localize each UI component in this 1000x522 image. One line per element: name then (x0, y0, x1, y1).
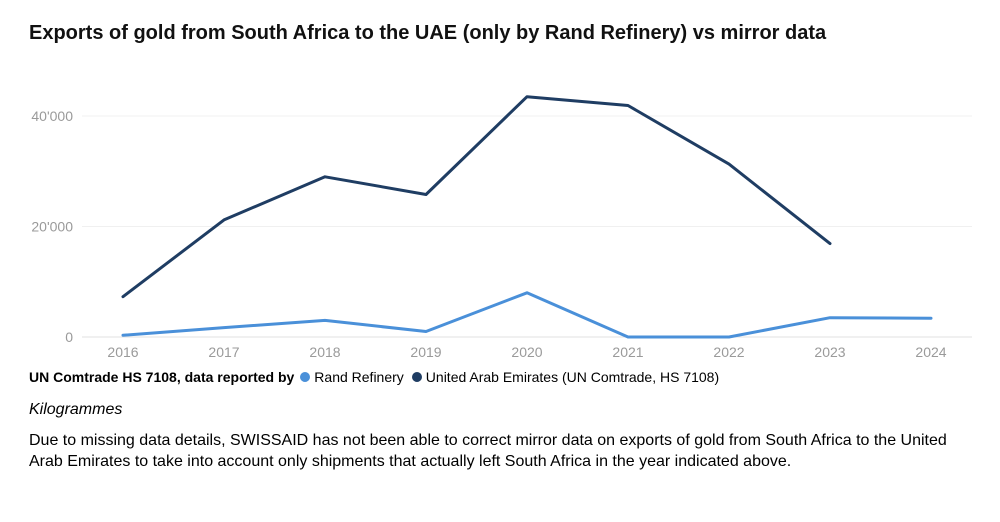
x-tick-label: 2020 (511, 344, 542, 360)
x-tick-label: 2024 (915, 344, 946, 360)
legend-item-uae[interactable]: United Arab Emirates (UN Comtrade, HS 71… (411, 369, 720, 385)
series-line-rand-refinery[interactable] (121, 291, 933, 339)
footnote: Due to missing data details, SWISSAID ha… (29, 432, 947, 470)
series-lines (121, 95, 933, 339)
y-tick-label: 40'000 (31, 108, 73, 124)
y-tick-label: 20'000 (31, 219, 73, 235)
x-tick-label: 2019 (410, 344, 441, 360)
series-line-uae[interactable] (121, 95, 832, 299)
x-axis-ticks: 2016 2017 2018 2019 2020 2021 2022 2023 2024 (107, 344, 946, 360)
x-tick-label: 2018 (309, 344, 340, 360)
x-tick-label: 2017 (208, 344, 239, 360)
legend-item-rand-refinery[interactable]: Rand Refinery (300, 369, 404, 385)
legend-marker-uae (411, 372, 422, 382)
legend-title: UN Comtrade HS 7108, data reported by (29, 369, 295, 385)
legend-label-rand-refinery: Rand Refinery (314, 369, 404, 385)
legend-label-uae: United Arab Emirates (UN Comtrade, HS 71… (425, 369, 720, 385)
legend: UN Comtrade HS 7108, data reported by Ra… (29, 369, 727, 385)
y-tick-label: 0 (65, 329, 73, 345)
y-axis-ticks: 0 20'000 40'000 (31, 108, 73, 345)
x-tick-label: 2023 (814, 344, 845, 360)
unit-label: Kilogrammes (29, 401, 123, 418)
x-tick-label: 2022 (713, 344, 744, 360)
gridlines (82, 115, 972, 338)
x-tick-label: 2016 (107, 344, 138, 360)
legend-marker-rand-refinery (300, 372, 311, 382)
chart-title: Exports of gold from South Africa to the… (29, 22, 827, 44)
x-tick-label: 2021 (612, 344, 643, 360)
